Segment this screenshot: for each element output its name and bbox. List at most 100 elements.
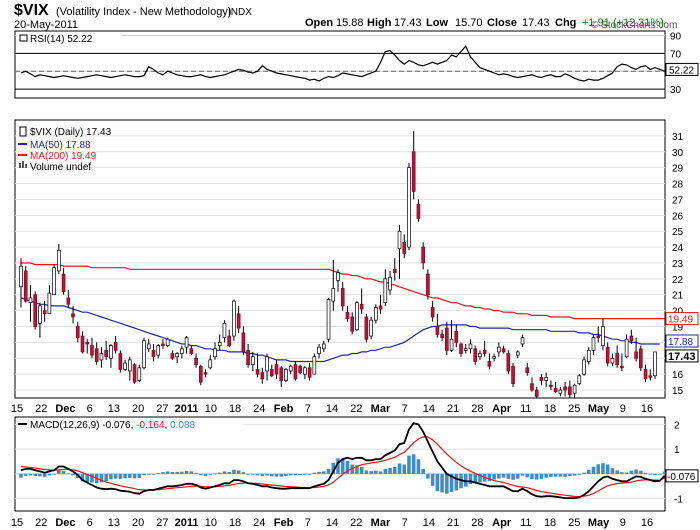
macd-histogram-bar — [156, 472, 160, 474]
rsi-legend: RSI(14) 52.22 — [30, 34, 93, 45]
open-value: 15.88 — [336, 17, 364, 29]
x-tick-label: 10 — [205, 517, 217, 529]
macd-histogram-bar — [128, 473, 132, 478]
macd-histogram-bar — [42, 473, 47, 478]
x-tick-label: 14 — [326, 403, 338, 415]
candle-up — [52, 267, 56, 296]
candle-down — [151, 349, 156, 358]
candle-up — [99, 353, 104, 361]
macd-histogram-bar — [435, 473, 440, 492]
candle-down — [638, 348, 643, 369]
macd-histogram-bar — [582, 472, 586, 474]
macd-histogram-bar — [657, 473, 662, 475]
low-label: Low — [426, 17, 448, 29]
rsi-legend-bg — [17, 32, 121, 44]
candle-up — [577, 375, 582, 385]
candle-down — [94, 348, 99, 362]
candle-up — [558, 389, 563, 394]
price-frame — [14, 119, 666, 399]
candle-up — [208, 359, 213, 369]
macd-histogram-bar — [222, 471, 227, 474]
chg-label: Chg — [555, 17, 576, 29]
x-tick-label: 11 — [520, 517, 531, 529]
macd-histogram-bar — [194, 472, 198, 474]
macd-histogram-bar — [317, 471, 321, 474]
macd-histogram-bar — [402, 464, 407, 474]
macd-histogram-bar — [553, 473, 558, 477]
candle-up — [251, 356, 255, 365]
macd-histogram-bar — [577, 473, 582, 475]
macd-histogram-bar — [203, 473, 208, 476]
x-tick-label: 18 — [544, 517, 556, 529]
candle-down — [345, 311, 350, 319]
macd-histogram-bar — [591, 466, 596, 474]
rsi-tick-label: 90 — [670, 31, 682, 42]
close-label: Close — [487, 17, 517, 29]
candle-down — [246, 349, 250, 365]
macd-histogram-bar — [109, 473, 113, 480]
macd-histogram-bar — [487, 473, 492, 482]
candle-down — [402, 241, 407, 254]
chg-value: +1.91 (+12.31%) — [582, 17, 664, 29]
macd-histogram-bar — [47, 473, 52, 476]
macd-histogram-bar — [620, 472, 624, 474]
macd-histogram-bar — [104, 473, 108, 482]
candle-down — [411, 151, 416, 192]
candle-down — [274, 364, 279, 375]
candle-up — [28, 297, 33, 304]
x-tick-label: 9 — [620, 517, 626, 529]
candle-down — [85, 342, 90, 345]
x-tick-label: Feb — [274, 403, 294, 415]
macd-histogram-bar — [146, 473, 151, 475]
macd-histogram-bar — [388, 467, 392, 474]
x-tick-label: 24 — [253, 403, 265, 415]
candle-down — [104, 349, 108, 358]
macd-histogram-bar — [506, 473, 511, 479]
candle-up — [184, 337, 189, 348]
candle-down — [629, 335, 634, 342]
macd-histogram-bar — [369, 471, 373, 474]
macd-histogram-bar — [123, 473, 127, 479]
price-tick-label: 22 — [672, 275, 684, 286]
price-tick-label: 30 — [672, 148, 684, 159]
macd-histogram-bar — [142, 473, 146, 476]
x-tick-label: 16 — [641, 517, 653, 529]
macd-histogram-bar — [326, 468, 331, 474]
x-tick-label: 7 — [305, 403, 311, 415]
candle-up — [19, 265, 23, 288]
candle-up — [180, 348, 184, 354]
candle-down — [161, 343, 165, 346]
candle-down — [482, 349, 487, 354]
macd-histogram-bar — [52, 473, 56, 475]
candle-down — [605, 346, 610, 364]
x-tick-label: Dec — [55, 403, 75, 415]
candle-down — [298, 365, 302, 373]
macd-histogram-bar — [255, 473, 260, 476]
macd-histogram-bar — [440, 473, 444, 493]
macd-histogram-bar — [492, 473, 496, 480]
rsi-frame — [14, 30, 666, 99]
macd-histogram-bar — [459, 473, 463, 489]
macd-histogram-bar — [322, 471, 326, 474]
macd-histogram-bar — [303, 473, 307, 475]
rsi-line — [20, 45, 675, 82]
ma200-last-value: 19.49 — [668, 315, 693, 326]
x-tick-label: 10 — [205, 403, 217, 415]
candle-down — [113, 342, 118, 351]
x-tick-label: 27 — [156, 403, 168, 415]
macd-histogram-bar — [28, 473, 33, 476]
candle-up — [146, 343, 151, 350]
candle-down — [198, 365, 203, 383]
macd-histogram-bar — [534, 473, 539, 480]
candle-up — [137, 367, 142, 381]
macd-histogram-bar — [393, 466, 397, 474]
macd-histogram-bar — [568, 473, 572, 477]
macd-histogram-bar — [605, 464, 610, 474]
candle-down — [255, 369, 260, 375]
close-last-value-box — [665, 349, 699, 363]
x-tick-label: 2011 — [175, 403, 199, 415]
candle-down — [549, 384, 553, 388]
macd-histogram-bar — [161, 472, 165, 474]
candle-up — [213, 348, 217, 358]
candle-up — [397, 230, 402, 250]
